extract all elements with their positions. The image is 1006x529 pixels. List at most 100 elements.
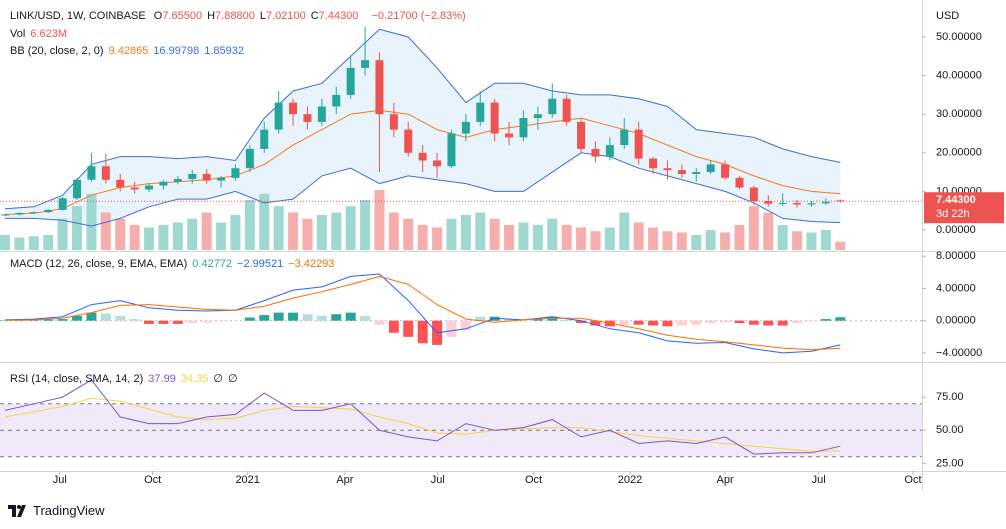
y-tick-label: 20.00000 [936,147,982,159]
candle-body [375,60,384,115]
macd-histogram-bar [590,320,601,326]
candle-body [332,94,341,107]
volume-bar [792,231,803,250]
candle-body [173,179,182,182]
candle-body [188,173,197,180]
macd-histogram-bar [446,320,457,337]
macd-value: 0.42772 [192,258,233,270]
rsi-line [4,379,841,455]
volume-title: Vol [10,28,26,40]
candle-body [476,102,485,122]
y-tick-label: 50.00000 [936,31,982,43]
volume-bar [547,218,558,250]
volume-bar [835,241,846,250]
macd-histogram-bar [504,319,515,321]
volume-bar [302,218,313,250]
ohlc-label: L [259,10,266,22]
ohlc-label: O [153,10,163,22]
candle-body [433,160,442,167]
macd-histogram-bar [100,313,111,321]
macd-histogram-bar [820,319,831,321]
axis-label: USD [936,10,959,22]
macd-legend: MACD (12, 26, close, 9, EMA, EMA) 0.42772… [10,258,344,270]
volume-bar [748,206,759,250]
rsi-legend: RSI (14, close, SMA, 14, 2) 37.99 34.35 ∅ ∅ [10,372,248,385]
volume-bar [532,225,543,250]
volume-bar [86,193,97,250]
macd-histogram-bar [734,320,745,324]
macd-histogram-bar [403,320,414,337]
volume-bar [374,190,385,250]
macd-line [4,273,841,354]
candle-body [807,203,816,205]
macd-histogram-bar [172,320,183,324]
candle-body [634,129,643,159]
macd-histogram-bar [316,315,327,321]
ohlc-label: C [310,10,319,22]
volume-bar [14,237,25,250]
y-tick-label: 0.00000 [936,224,976,236]
candle-body [245,148,254,169]
macd-histogram-bar [475,316,486,321]
bb-value: 1.85932 [204,45,244,57]
macd-histogram-bar [259,315,270,321]
macd-histogram-bar [720,320,731,323]
macd-histogram-bar [691,320,702,325]
volume-bar [633,222,644,250]
macd-histogram-bar [115,315,126,321]
candle-body [231,168,240,178]
volume-bar [432,227,443,250]
volume-bar [158,225,169,250]
macd-histogram-bar [648,320,659,326]
macd-histogram-bar [129,319,140,321]
candle-body [562,98,571,122]
macd-histogram-bar [43,319,54,321]
macd-value: −3.42293 [288,258,335,270]
candle-body [605,145,614,157]
macd-histogram-bar [360,315,371,321]
volume-bar [475,212,486,250]
bb-value: 9.42865 [108,45,149,57]
volume-bar [187,218,198,250]
macd-title: MACD (12, 26, close, 9, EMA, EMA) [10,258,188,270]
candle-body [721,164,730,178]
countdown: 3d 22h [936,208,970,220]
volume-bar [316,215,327,250]
volume-bar [489,218,500,250]
macd-histogram-bar [216,320,227,322]
candle-body [44,209,53,213]
candle-body [764,201,773,204]
volume-bar [259,193,270,250]
ohlc-value: 7.65500 [162,10,203,22]
volume-bar [446,218,457,250]
macd-histogram-bar [633,320,644,325]
macd-histogram-bar [302,314,313,321]
volume-bar [288,212,299,250]
candle-body [73,179,82,199]
ohlc-label: H [207,10,216,22]
y-tick-label: 75.00 [936,391,964,403]
volume-bar [518,222,529,250]
candle-body [389,114,398,130]
volume-bar [720,232,731,250]
macd-histogram-bar [705,320,716,324]
candle-body [533,114,542,119]
candle-body [461,121,470,134]
rsi-value: 37.99 [148,373,176,385]
x-tick-label: Jul [431,474,445,486]
ohlc-value: 7.44300 [318,10,359,22]
volume-bar [417,225,428,250]
candle-body [15,212,24,215]
candle-body [260,129,269,149]
volume-bar [734,225,745,250]
volume-value: 6.623M [30,28,67,40]
x-tick-label: Oct [144,474,161,486]
macd-histogram-bar [244,317,255,321]
candle-body [577,121,586,149]
macd-histogram-bar [374,320,385,325]
macd-histogram-bar [388,320,399,333]
y-tick-label: 50.00 [936,424,964,436]
volume-bar [72,206,83,250]
last-price-label: 7.44300 [936,194,976,206]
